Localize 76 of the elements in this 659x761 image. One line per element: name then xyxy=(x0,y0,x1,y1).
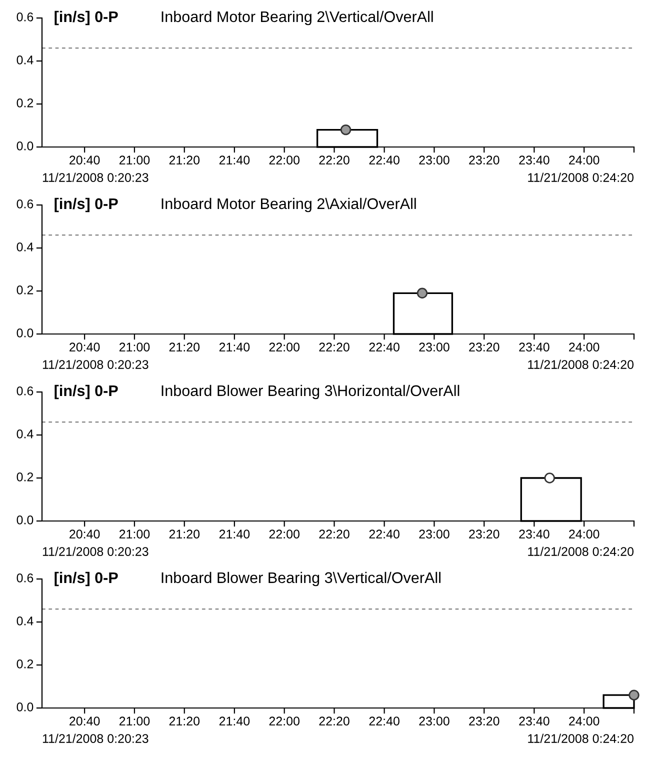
y-tick-label: 0.4 xyxy=(16,56,34,64)
y-tick-label: 0.2 xyxy=(16,472,34,482)
x-tick-label: 23:00 xyxy=(419,716,450,726)
chart-title: Inboard Blower Bearing 3\Horizontal/OverAll xyxy=(162,384,460,400)
x-tick-label: 23:40 xyxy=(519,530,550,539)
x-tick-label: 21:40 xyxy=(219,156,250,165)
x-tick-label: 22:00 xyxy=(269,716,300,726)
x-tick-label: 22:00 xyxy=(269,530,300,539)
text: 11/21/2008 0:24:20 xyxy=(528,734,634,743)
x-tick-label: 24:00 xyxy=(569,530,600,539)
x-tick-label: 20:40 xyxy=(70,716,100,726)
y-tick-label: 0.6 xyxy=(16,574,34,582)
x-tick-label: 21:20 xyxy=(169,156,200,165)
y-tick-label: 0.2 xyxy=(16,98,34,108)
x-tick-label: 21:20 xyxy=(169,342,200,352)
x-tick-label: 22:40 xyxy=(369,530,400,539)
chart-title: Inboard Blower Bearing 3\Vertical/OverAll xyxy=(162,572,440,586)
x-tick-label: 22:00 xyxy=(269,342,300,352)
y-axis-title: [in/s] 0-P xyxy=(54,10,118,26)
x-tick-label: 22:20 xyxy=(319,716,350,726)
y-tick-label: 0.4 xyxy=(16,242,34,252)
text: 11/21/2008 0:20:23 xyxy=(42,172,148,182)
x-tick-label: 23:00 xyxy=(419,530,450,539)
x-tick-label: 22:40 xyxy=(369,342,400,352)
x-tick-label: 23:00 xyxy=(419,156,450,165)
y-axis-title: [in/s] 0-P xyxy=(54,572,118,586)
y-tick-label: 0.4 xyxy=(16,430,34,438)
x-tick-label: 21:00 xyxy=(119,156,150,165)
chart-title: Inboard Motor Bearing 2\Axial/OverAll xyxy=(162,198,416,212)
y-axis-title: [in/s] 0-P xyxy=(54,198,118,212)
x-tick-label: 21:20 xyxy=(169,530,200,539)
text: 11/21/2008 0:24:20 xyxy=(528,546,634,556)
x-tick-label: 23:40 xyxy=(519,156,550,165)
x-tick-label: 20:40 xyxy=(70,342,100,352)
text: 11/21/2008 0:20:23 xyxy=(42,360,148,369)
x-tick-label: 22:20 xyxy=(319,342,350,352)
text: 11/21/2008 0:20:23 xyxy=(42,546,148,556)
chart-title: Inboard Motor Bearing 2\Vertical/OverAll xyxy=(162,10,433,26)
x-tick-label: 23:40 xyxy=(519,716,550,726)
y-tick-label: 0.6 xyxy=(16,200,34,208)
x-tick-label: 22:40 xyxy=(369,156,400,165)
y-tick-label: 0.6 xyxy=(16,12,34,22)
x-tick-label: 23:20 xyxy=(469,530,500,539)
x-tick-label: 20:40 xyxy=(70,156,100,165)
y-axis-title: [in/s] 0-P xyxy=(54,384,118,400)
x-tick-label: 22:20 xyxy=(319,530,350,539)
text: 11/21/2008 0:24:20 xyxy=(528,172,634,182)
y-tick-label: 0.2 xyxy=(16,660,34,668)
x-tick-label: 21:00 xyxy=(119,342,150,352)
x-tick-label: 23:00 xyxy=(419,342,450,352)
x-tick-label: 23:20 xyxy=(469,342,500,352)
y-tick-label: 0.0 xyxy=(16,328,34,338)
x-tick-label: 21:00 xyxy=(119,716,150,726)
x-tick-label: 24:00 xyxy=(569,342,600,352)
y-tick-label: 0.0 xyxy=(16,142,34,150)
x-tick-label: 20:40 xyxy=(70,530,100,539)
x-tick-label: 24:00 xyxy=(569,716,600,726)
x-tick-label: 23:20 xyxy=(469,156,500,165)
text: 11/21/2008 0:20:23 xyxy=(42,734,148,743)
x-tick-label: 21:00 xyxy=(119,530,150,539)
y-tick-label: 0.4 xyxy=(16,616,34,626)
x-tick-label: 21:40 xyxy=(219,530,250,539)
x-tick-label: 22:20 xyxy=(319,156,350,165)
x-tick-label: 24:00 xyxy=(569,156,600,165)
text: 11/21/2008 0:24:20 xyxy=(528,360,634,369)
x-tick-label: 22:00 xyxy=(269,156,300,165)
x-tick-label: 21:40 xyxy=(219,342,250,352)
x-tick-label: 21:20 xyxy=(169,716,200,726)
x-tick-label: 22:40 xyxy=(369,716,400,726)
y-tick-label: 0.6 xyxy=(16,386,34,396)
y-tick-label: 0.0 xyxy=(16,702,34,712)
x-tick-label: 21:40 xyxy=(219,716,250,726)
x-tick-label: 23:40 xyxy=(519,342,550,352)
y-tick-label: 0.0 xyxy=(16,516,34,524)
y-tick-label: 0.2 xyxy=(16,286,34,294)
x-tick-label: 23:20 xyxy=(469,716,500,726)
